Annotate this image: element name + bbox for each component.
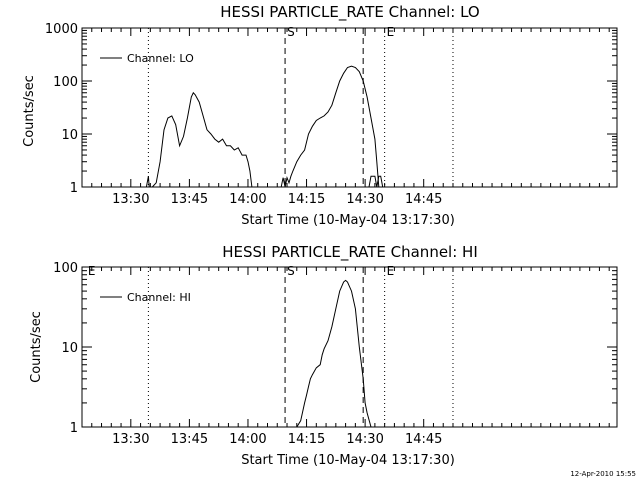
y-tick-label: 100 <box>53 261 78 276</box>
chart-panel-lo: HESSI PARTICLE_RATE Channel: LO Start Ti… <box>22 3 618 228</box>
y-tick-label: 100 <box>53 75 78 90</box>
series-line <box>280 65 380 188</box>
y-tick-label: 1000 <box>45 22 78 37</box>
y-axis-label: Counts/sec <box>29 311 44 383</box>
y-tick-label: 1 <box>70 421 78 436</box>
chart-title: HESSI PARTICLE_RATE Channel: LO <box>220 3 479 22</box>
interval-marker-label: E <box>387 264 395 278</box>
legend-label: Channel: LO <box>127 52 194 65</box>
chart-panel-hi: HESSI PARTICLE_RATE Channel: HI Start Ti… <box>29 243 618 468</box>
x-tick-label: 14:45 <box>405 192 442 207</box>
x-tick-label: 13:45 <box>171 432 208 447</box>
x-tick-label: 13:30 <box>112 432 149 447</box>
series-line <box>151 91 253 188</box>
x-tick-label: 14:00 <box>229 432 266 447</box>
x-axis-label: Start Time (10-May-04 13:17:30) <box>241 213 455 228</box>
x-tick-label: 13:45 <box>171 192 208 207</box>
x-tick-label: 14:30 <box>346 432 383 447</box>
y-tick-label: 10 <box>61 341 78 356</box>
x-tick-label: 14:30 <box>346 192 383 207</box>
x-tick-label: 14:15 <box>288 432 325 447</box>
y-tick-label: 10 <box>61 128 78 143</box>
plot-frame <box>81 27 618 188</box>
x-tick-label: 13:30 <box>112 192 149 207</box>
series-line <box>296 279 372 428</box>
legend-label: Channel: HI <box>127 291 191 304</box>
x-tick-label: 14:45 <box>405 432 442 447</box>
interval-marker-label: E <box>387 25 395 39</box>
series-line <box>145 176 150 188</box>
x-tick-label: 14:00 <box>229 192 266 207</box>
chart-title: HESSI PARTICLE_RATE Channel: HI <box>222 243 478 262</box>
interval-marker-label: S <box>287 264 295 278</box>
x-tick-label: 14:15 <box>288 192 325 207</box>
x-axis-label: Start Time (10-May-04 13:17:30) <box>241 453 455 468</box>
y-tick-label: 1 <box>70 181 78 196</box>
series-line <box>368 175 384 188</box>
interval-marker-label: E <box>88 264 96 278</box>
interval-marker-label: S <box>287 25 295 39</box>
timestamp-label: 12-Apr-2010 15:55 <box>570 470 636 478</box>
y-axis-label: Counts/sec <box>22 75 37 147</box>
